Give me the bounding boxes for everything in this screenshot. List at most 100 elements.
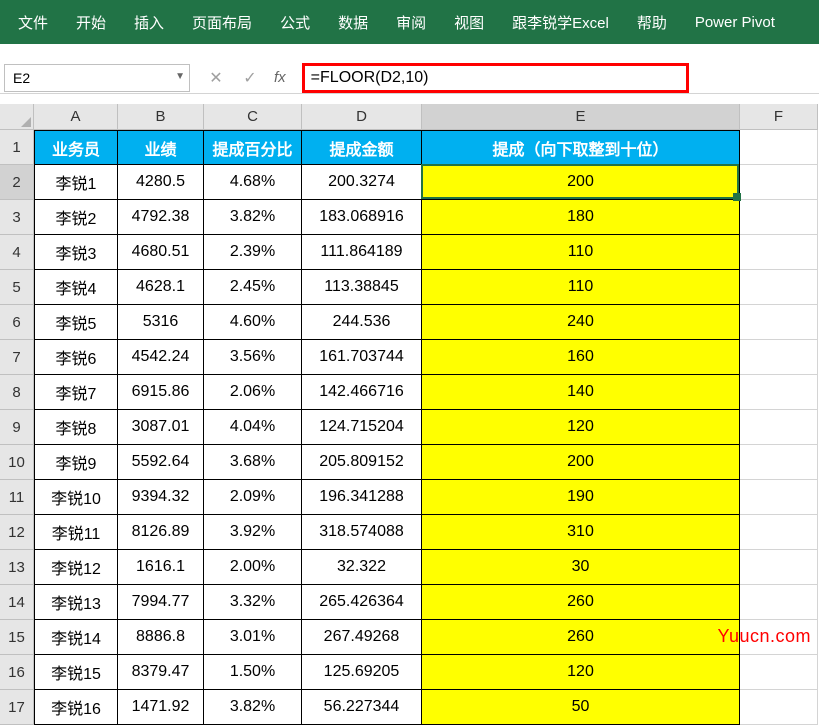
cell-E10[interactable]: 200: [422, 445, 740, 480]
cell-A5[interactable]: 李锐4: [34, 270, 118, 305]
cell-B17[interactable]: 1471.92: [118, 690, 204, 725]
header-cell[interactable]: 业务员: [34, 130, 118, 165]
cell-B6[interactable]: 5316: [118, 305, 204, 340]
cell-E7[interactable]: 160: [422, 340, 740, 375]
cell-E11[interactable]: 190: [422, 480, 740, 515]
cell-C12[interactable]: 3.92%: [204, 515, 302, 550]
cell[interactable]: [740, 235, 818, 270]
cell-E5[interactable]: 110: [422, 270, 740, 305]
column-header-C[interactable]: C: [204, 104, 302, 130]
cell[interactable]: [740, 200, 818, 235]
row-header-1[interactable]: 1: [0, 130, 34, 165]
column-header-F[interactable]: F: [740, 104, 818, 130]
cell-D17[interactable]: 56.227344: [302, 690, 422, 725]
ribbon-tab[interactable]: 审阅: [382, 0, 440, 44]
cell-B10[interactable]: 5592.64: [118, 445, 204, 480]
cell-E12[interactable]: 310: [422, 515, 740, 550]
cell-D16[interactable]: 125.69205: [302, 655, 422, 690]
column-header-B[interactable]: B: [118, 104, 204, 130]
row-header-11[interactable]: 11: [0, 480, 34, 515]
cell-E13[interactable]: 30: [422, 550, 740, 585]
cell-E9[interactable]: 120: [422, 410, 740, 445]
cell-C2[interactable]: 4.68%: [204, 165, 302, 200]
cell-C13[interactable]: 2.00%: [204, 550, 302, 585]
formula-input[interactable]: =FLOOR(D2,10): [302, 63, 689, 93]
cell-D4[interactable]: 111.864189: [302, 235, 422, 270]
cell[interactable]: [740, 130, 818, 165]
cell-E6[interactable]: 240: [422, 305, 740, 340]
header-cell[interactable]: 提成百分比: [204, 130, 302, 165]
cell-A3[interactable]: 李锐2: [34, 200, 118, 235]
ribbon-tab[interactable]: 数据: [324, 0, 382, 44]
cell-B3[interactable]: 4792.38: [118, 200, 204, 235]
cell-D13[interactable]: 32.322: [302, 550, 422, 585]
cell[interactable]: [740, 375, 818, 410]
cell-B7[interactable]: 4542.24: [118, 340, 204, 375]
cell[interactable]: [740, 655, 818, 690]
cell[interactable]: [740, 515, 818, 550]
cell-D5[interactable]: 113.38845: [302, 270, 422, 305]
cell[interactable]: [740, 305, 818, 340]
cell-B13[interactable]: 1616.1: [118, 550, 204, 585]
row-header-15[interactable]: 15: [0, 620, 34, 655]
cell-B11[interactable]: 9394.32: [118, 480, 204, 515]
cell[interactable]: [740, 270, 818, 305]
row-header-16[interactable]: 16: [0, 655, 34, 690]
cell-C16[interactable]: 1.50%: [204, 655, 302, 690]
cell-D9[interactable]: 124.715204: [302, 410, 422, 445]
name-box-dropdown-icon[interactable]: ▼: [175, 71, 185, 82]
cell-C11[interactable]: 2.09%: [204, 480, 302, 515]
cell-D3[interactable]: 183.068916: [302, 200, 422, 235]
ribbon-tab[interactable]: 插入: [120, 0, 178, 44]
cell-B4[interactable]: 4680.51: [118, 235, 204, 270]
cell[interactable]: [740, 550, 818, 585]
cell-B15[interactable]: 8886.8: [118, 620, 204, 655]
ribbon-tab[interactable]: 视图: [440, 0, 498, 44]
cell-C8[interactable]: 2.06%: [204, 375, 302, 410]
row-header-7[interactable]: 7: [0, 340, 34, 375]
cell-A16[interactable]: 李锐15: [34, 655, 118, 690]
cell-C17[interactable]: 3.82%: [204, 690, 302, 725]
column-header-A[interactable]: A: [34, 104, 118, 130]
cell-E2[interactable]: 200: [422, 165, 740, 200]
cell-A9[interactable]: 李锐8: [34, 410, 118, 445]
cell-E17[interactable]: 50: [422, 690, 740, 725]
cell[interactable]: [740, 480, 818, 515]
select-all-corner[interactable]: [0, 104, 34, 130]
cell-D7[interactable]: 161.703744: [302, 340, 422, 375]
cell-E4[interactable]: 110: [422, 235, 740, 270]
cell-B12[interactable]: 8126.89: [118, 515, 204, 550]
column-header-E[interactable]: E: [422, 104, 740, 130]
cell[interactable]: [740, 585, 818, 620]
cell-B16[interactable]: 8379.47: [118, 655, 204, 690]
cancel-icon[interactable]: ✕: [206, 68, 226, 88]
cell[interactable]: [740, 340, 818, 375]
row-header-17[interactable]: 17: [0, 690, 34, 725]
cell[interactable]: [740, 410, 818, 445]
cell-A6[interactable]: 李锐5: [34, 305, 118, 340]
ribbon-tab[interactable]: Power Pivot: [681, 0, 789, 44]
cell-E8[interactable]: 140: [422, 375, 740, 410]
cell-A15[interactable]: 李锐14: [34, 620, 118, 655]
cell-D11[interactable]: 196.341288: [302, 480, 422, 515]
cell-C5[interactable]: 2.45%: [204, 270, 302, 305]
cell-A12[interactable]: 李锐11: [34, 515, 118, 550]
cell-A17[interactable]: 李锐16: [34, 690, 118, 725]
cell-C3[interactable]: 3.82%: [204, 200, 302, 235]
cell-A7[interactable]: 李锐6: [34, 340, 118, 375]
ribbon-tab[interactable]: 帮助: [623, 0, 681, 44]
row-header-9[interactable]: 9: [0, 410, 34, 445]
enter-icon[interactable]: ✓: [240, 68, 260, 88]
cell-A13[interactable]: 李锐12: [34, 550, 118, 585]
cell-A11[interactable]: 李锐10: [34, 480, 118, 515]
cell-B8[interactable]: 6915.86: [118, 375, 204, 410]
column-header-D[interactable]: D: [302, 104, 422, 130]
ribbon-tab[interactable]: 页面布局: [178, 0, 266, 44]
row-header-2[interactable]: 2: [0, 165, 34, 200]
header-cell[interactable]: 提成（向下取整到十位）: [422, 130, 740, 165]
cell-E14[interactable]: 260: [422, 585, 740, 620]
cell-B9[interactable]: 3087.01: [118, 410, 204, 445]
header-cell[interactable]: 业绩: [118, 130, 204, 165]
cell-D14[interactable]: 265.426364: [302, 585, 422, 620]
cell-D2[interactable]: 200.3274: [302, 165, 422, 200]
